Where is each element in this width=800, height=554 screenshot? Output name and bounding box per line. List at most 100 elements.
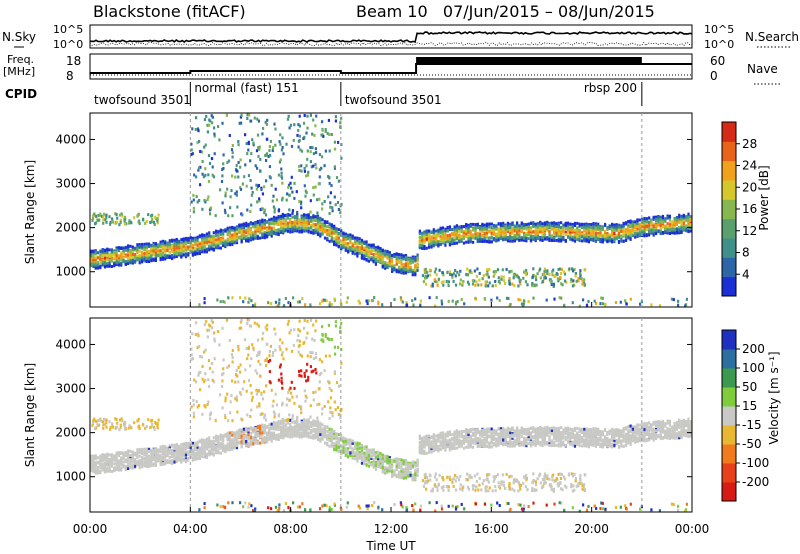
power-cell (229, 195, 232, 199)
power-cell (196, 252, 199, 256)
power-cell (201, 243, 204, 247)
power-cell (565, 280, 568, 284)
power-cell (328, 228, 331, 231)
power-cell (414, 297, 417, 301)
power-cell (284, 225, 287, 229)
power-cell (425, 233, 428, 237)
power-cell (122, 255, 125, 259)
power-cell (224, 241, 227, 245)
power-cell (675, 223, 678, 227)
power-cell (551, 273, 554, 277)
power-cell (655, 217, 658, 221)
power-cell (374, 248, 377, 252)
power-cell (351, 234, 354, 238)
power-cell (354, 248, 357, 252)
colorbar-swatch (722, 180, 736, 200)
power-cell (655, 224, 658, 228)
velocity-cell (122, 465, 125, 468)
power-cell (475, 280, 478, 284)
power-cell (330, 231, 333, 235)
power-cell (504, 225, 507, 228)
power-cell (351, 251, 354, 255)
power-cell (469, 235, 472, 239)
power-cell (253, 304, 256, 307)
power-cell (99, 213, 102, 217)
power-cell (277, 220, 280, 224)
power-cell (213, 134, 216, 138)
power-cell (335, 241, 338, 245)
power-cell (317, 182, 320, 186)
velocity-cell (103, 453, 107, 457)
power-cell (543, 237, 546, 241)
power-cell (196, 200, 199, 204)
power-cell (111, 220, 114, 224)
power-cell (286, 224, 289, 228)
power-cell (222, 153, 225, 157)
velocity-cell (115, 468, 118, 471)
power-cell (351, 244, 354, 248)
power-cell (428, 243, 431, 247)
power-cell (374, 262, 377, 266)
velocity-cell (145, 461, 148, 465)
power-cell (501, 268, 504, 272)
power-cell (423, 235, 426, 239)
power-cell (309, 113, 312, 117)
power-cell (270, 217, 273, 221)
power-cell (590, 225, 593, 229)
velocity-cell (115, 460, 118, 464)
velocity-cell (154, 451, 157, 455)
power-cell (574, 272, 577, 275)
power-cell (516, 235, 519, 239)
power-cell (467, 225, 470, 229)
velocity-cell (124, 467, 127, 471)
velocity-cell (92, 465, 95, 469)
power-cell (96, 265, 100, 269)
power-cell (579, 269, 582, 273)
power-cell (161, 257, 164, 260)
power-cell (550, 221, 553, 225)
power-cell (296, 229, 299, 233)
power-cell (347, 250, 350, 254)
power-cell (266, 137, 269, 141)
power-cell (553, 239, 556, 242)
power-cell (685, 215, 688, 219)
colorbar-tick-label: 16 (742, 202, 757, 216)
power-cell (333, 237, 336, 241)
power-cell (523, 222, 526, 226)
power-cell (671, 228, 674, 232)
power-cell (366, 302, 369, 306)
power-cell (96, 256, 100, 260)
power-cell (475, 274, 478, 278)
velocity-cell (131, 460, 134, 464)
velocity-cell (101, 468, 104, 472)
power-cell (645, 234, 648, 238)
power-cell (481, 277, 484, 281)
power-cell (261, 218, 264, 222)
power-cell (263, 234, 266, 238)
power-cell (339, 211, 342, 215)
power-cell (117, 263, 120, 267)
power-cell (192, 206, 195, 210)
power-cell (90, 262, 93, 266)
velocity-cell (120, 463, 123, 467)
power-cell (335, 229, 338, 233)
power-cell (198, 249, 201, 253)
power-cell (314, 223, 317, 226)
power-cell (303, 219, 306, 223)
power-cell (585, 229, 588, 233)
power-cell (370, 258, 373, 261)
power-cell (150, 247, 153, 251)
power-cell (323, 223, 327, 227)
power-cell (241, 182, 244, 186)
power-cell (324, 128, 327, 131)
power-cell (331, 206, 334, 210)
power-cell (282, 304, 286, 308)
power-cell (460, 225, 463, 228)
power-cell (356, 242, 359, 246)
power-cell (527, 225, 530, 229)
power-cell (580, 235, 584, 239)
power-cell (248, 113, 251, 117)
velocity-cell (150, 456, 153, 460)
power-cell (136, 243, 139, 247)
power-cell (306, 114, 309, 118)
